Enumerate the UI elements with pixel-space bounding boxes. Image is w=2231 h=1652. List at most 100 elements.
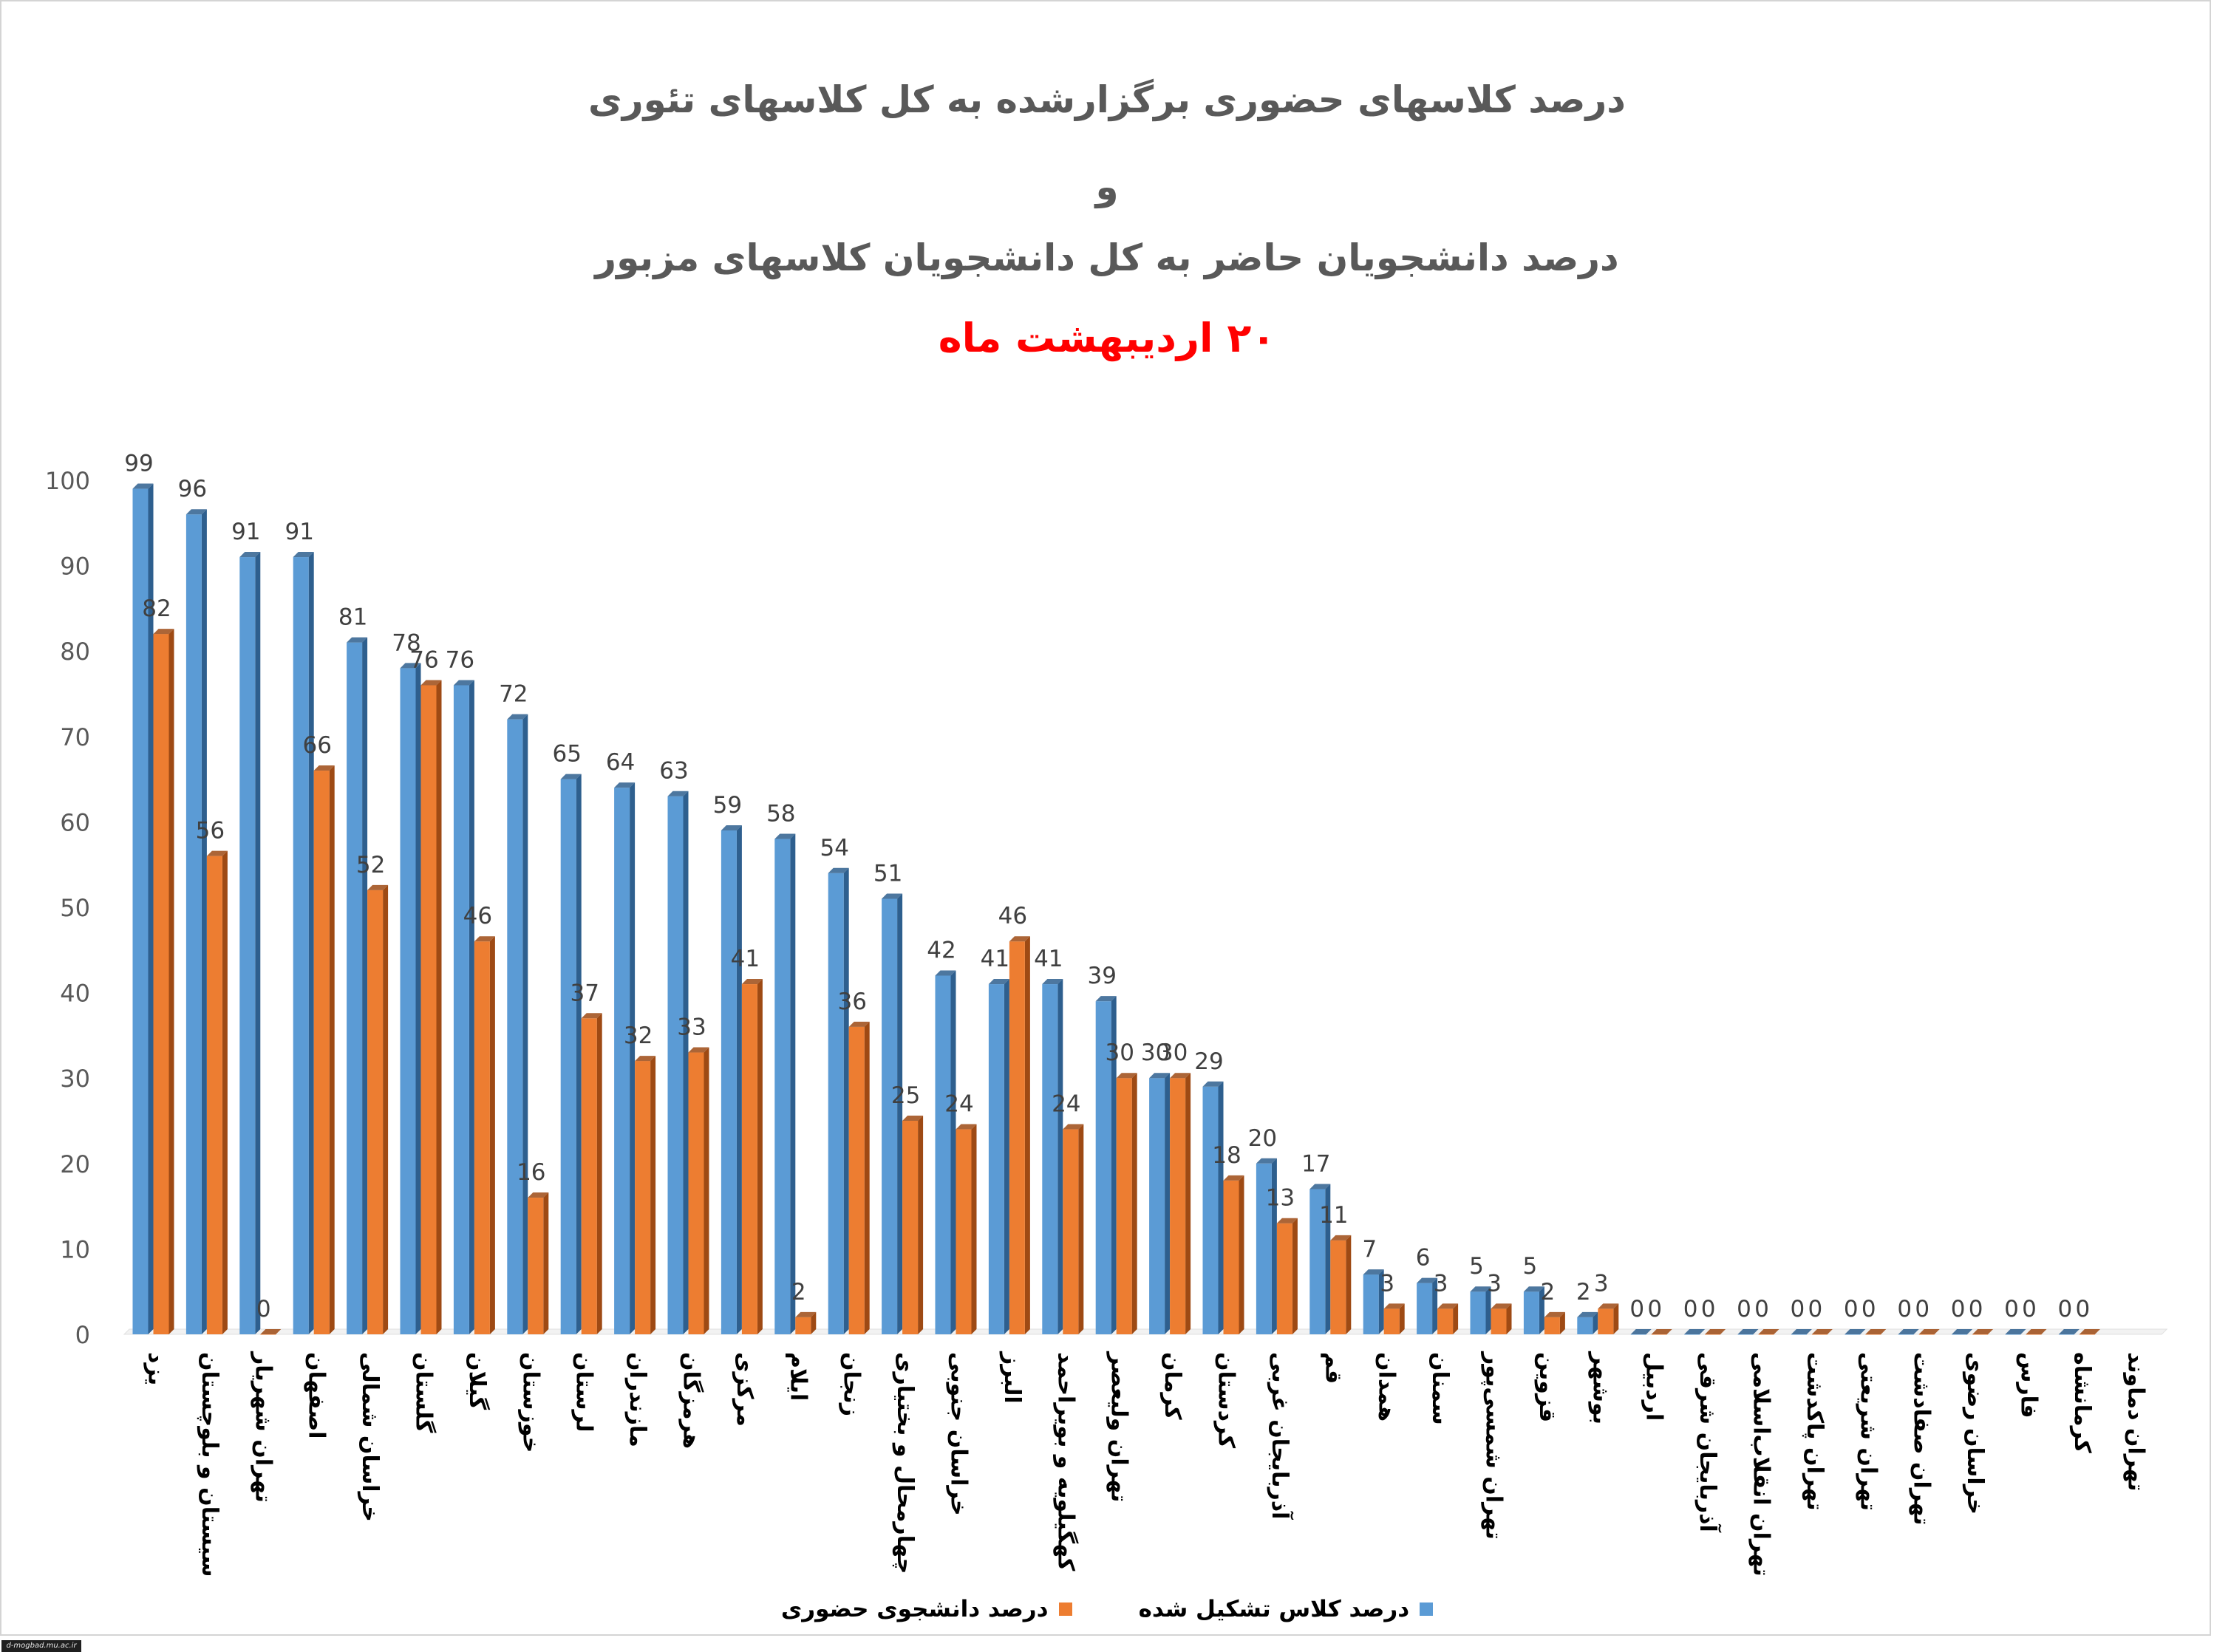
bar-series1-side [1111,996,1117,1334]
bar-series2-front [153,634,169,1334]
bar-series2-side [1131,1073,1137,1334]
bar-series2-side [1506,1303,1512,1334]
category-label: تهران ولیعصر [1106,1351,1132,1502]
bar-series2-side [596,1013,602,1334]
bar-series2-top [635,1056,656,1062]
bar-series1-top [1256,1158,1277,1164]
chart-title-conjunction: و [1095,165,1119,208]
bar-series2-top [848,1021,870,1027]
bar-series2-side [222,850,228,1334]
data-label-series2: 3 [1594,1270,1609,1297]
bar-series2-front [1063,1129,1079,1334]
chart-date: ۲۰ اردیبهشت ماه [938,315,1276,361]
bar-series2-top [313,765,335,771]
bar-series2-front [1116,1078,1132,1334]
category-label: تهران پاکدشت [1802,1352,1828,1511]
bar-series2-front [2026,1334,2042,1335]
bar-series1-front [2058,1334,2074,1335]
bar-series2 [1063,1124,1084,1334]
data-label-series1: 59 [713,792,742,819]
bar-series1 [614,782,636,1334]
bar-series1 [347,637,368,1334]
data-label-series2: 0 [2022,1296,2037,1322]
bar-series1-side [1432,1277,1438,1334]
bar-series2-top [153,629,174,635]
bar-series2-top [206,850,228,856]
bar-series1 [1042,979,1063,1334]
bar-series2-side [543,1192,549,1334]
bar-series2-top [1009,936,1030,942]
bar-series1-top [1309,1184,1331,1189]
bar-series1-front [1898,1334,1914,1335]
data-label-series2: 0 [2076,1296,2091,1322]
bar-series2-front [1223,1180,1239,1334]
bar-series1-top [1791,1329,1812,1334]
bar-series2-top [1116,1073,1137,1079]
data-label-series2: 16 [517,1159,545,1186]
bar-series1-front [1845,1334,1861,1335]
category-label: خراسان شمالی [357,1352,383,1522]
bar-series2-front [313,771,330,1334]
data-label-series1: 0 [2058,1296,2073,1322]
bar-series1-side [255,552,261,1334]
bar-series1-side [148,483,154,1334]
data-label-series2: 0 [1754,1296,1769,1322]
bar-chart: 01020304050607080901009982یزد9656سیستان … [45,451,2168,1577]
y-tick-label: 80 [60,638,90,666]
category-label: آذربایجان غربی [1267,1352,1294,1520]
category-label: خراسان رضوی [1962,1352,1988,1515]
bar-series2-front [1918,1334,1935,1335]
bar-series1 [1363,1269,1384,1334]
data-label-series2: 13 [1266,1185,1295,1212]
bar-series1 [2005,1329,2026,1335]
data-label-series2: 0 [1969,1296,1983,1322]
bar-series2-front [848,1026,865,1334]
bar-series1-front [614,788,630,1334]
legend-label-classes: درصد کلاس تشکیل شده [1138,1596,1410,1622]
bar-series2-top [528,1192,549,1198]
bar-series1 [882,893,903,1334]
bar-series2-side [1346,1235,1352,1334]
bar-series2 [956,1124,977,1334]
data-label-series1: 0 [1629,1296,1644,1322]
y-tick-label: 60 [60,808,90,836]
bar-series1-front [132,488,149,1334]
bar-series2-side [918,1116,924,1334]
bar-series1-side [683,791,689,1334]
bar-series2-side [1399,1303,1405,1334]
bar-series2-top [474,936,495,942]
category-label: کهگیلویه و بویراحمد [1052,1352,1079,1571]
data-label-series1: 58 [766,801,795,827]
bar-series2-side [1185,1073,1191,1334]
category-label: مرکزی [732,1352,757,1427]
bar-series1-top [507,714,528,720]
bar-series2-top [1758,1329,1779,1334]
bar-series1-top [1470,1286,1491,1292]
legend-item-students: درصد دانشجوی حضوری [781,1596,1072,1622]
y-tick-label: 10 [60,1235,90,1263]
data-label-series2: 24 [1052,1091,1080,1118]
bar-series1 [1684,1329,1706,1335]
bar-series1 [1630,1329,1652,1335]
data-label-series1: 6 [1416,1245,1431,1272]
bar-series2 [260,1329,282,1335]
bar-series2 [795,1311,817,1334]
bar-series2-front [1705,1334,1721,1335]
bar-series2-side [1559,1311,1565,1334]
bar-series2 [1009,936,1030,1334]
data-label-series1: 91 [285,519,313,545]
bar-series1 [774,833,796,1334]
data-label-series1: 41 [981,946,1009,972]
bar-series2-front [741,984,757,1334]
bar-series1 [828,867,849,1334]
data-label-series2: 37 [570,980,599,1006]
bar-series1-front [2005,1334,2021,1335]
bar-series2 [1598,1303,1619,1334]
bar-series2-top [2079,1329,2100,1334]
bar-series1-front [560,779,576,1334]
bar-series1 [1791,1329,1812,1335]
data-label-series1: 65 [552,741,581,768]
bar-series1-front [935,975,951,1334]
bar-series1-front [400,668,416,1334]
bar-series1-top [1577,1311,1598,1317]
